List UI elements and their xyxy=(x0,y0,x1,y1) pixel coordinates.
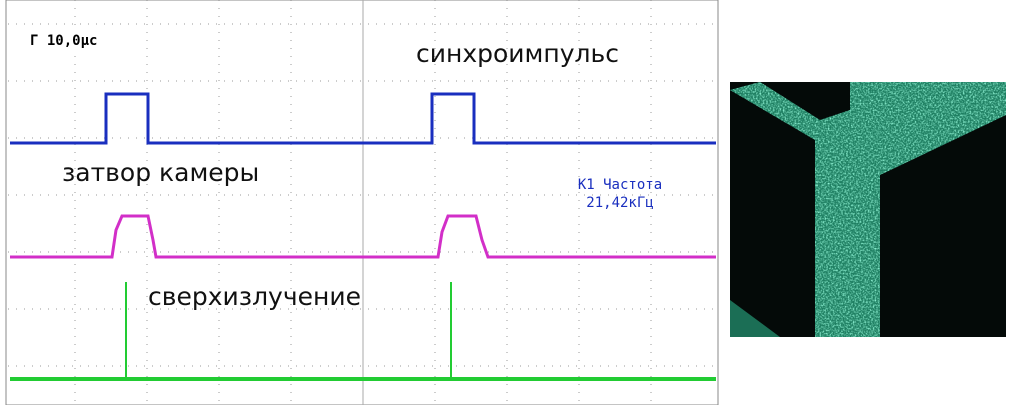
measurement-name: К1 Частота xyxy=(578,177,662,193)
figure: Г 10,0μс синхроимпульс затвор камеры све… xyxy=(0,0,1019,405)
oscilloscope: Г 10,0μс синхроимпульс затвор камеры све… xyxy=(6,0,718,405)
measurement-value: 21,42кГц xyxy=(586,195,653,211)
trace-label: сверхизлучение xyxy=(148,282,361,311)
trace-label: синхроимпульс xyxy=(416,39,619,68)
camera-image xyxy=(730,82,1006,337)
timebase: Г 10,0μс xyxy=(30,33,97,49)
trace-label: затвор камеры xyxy=(62,158,259,187)
